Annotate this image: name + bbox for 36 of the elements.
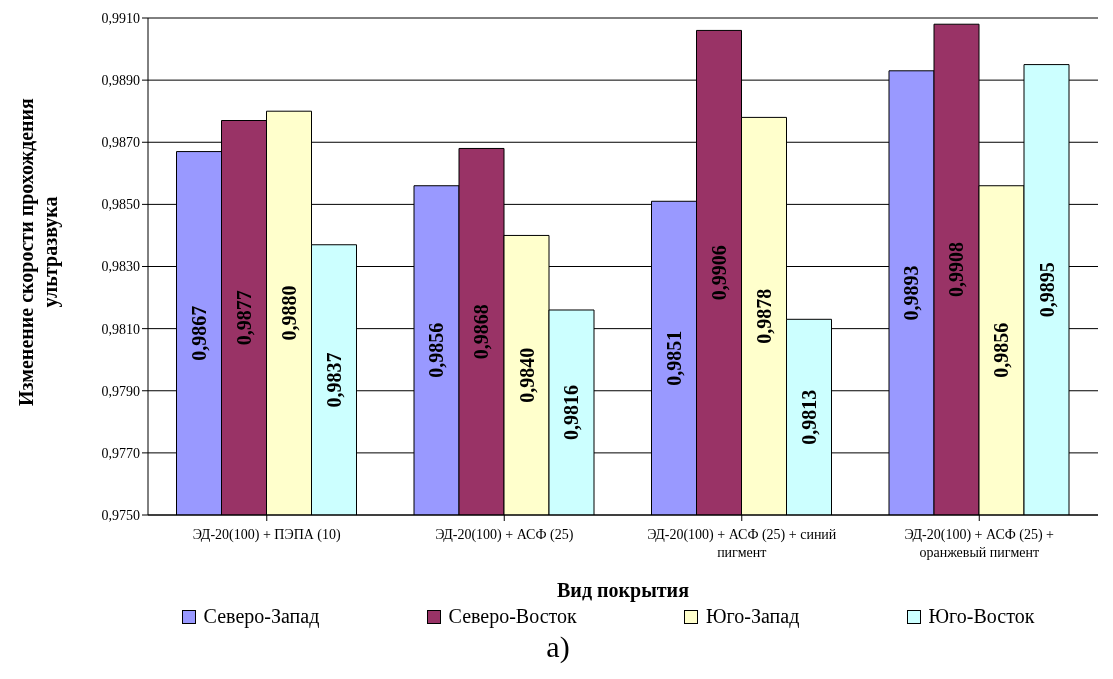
legend-label: Юго-Восток: [927, 605, 1035, 628]
data-label: 0,9878: [753, 288, 775, 344]
data-label: 0,9840: [515, 347, 538, 403]
data-label: 0,9816: [560, 384, 583, 440]
y-tick-label: 0,9830: [101, 259, 140, 275]
data-label: 0,9906: [708, 245, 730, 301]
y-tick-label: 0,9870: [101, 135, 140, 151]
y-tick-label: 0,9790: [101, 383, 140, 399]
data-label: 0,9868: [470, 304, 493, 360]
x-tick-label: ЭД-20(100) + ПЭПА (10): [192, 527, 342, 543]
data-label: 0,9837: [323, 352, 345, 408]
legend-label: Северо-Восток: [447, 605, 577, 628]
y-tick-label: 0,9810: [101, 321, 140, 337]
data-label: 0,9908: [945, 242, 968, 298]
y-tick-label: 0,9770: [101, 445, 140, 461]
legend-label: Юго-Запад: [705, 605, 800, 628]
x-axis-title: Вид покрытия: [557, 579, 690, 602]
y-axis-title: Изменение скорости прохождения ультразвука: [14, 97, 62, 408]
data-label: 0,9880: [278, 285, 300, 341]
data-label: 0,9893: [900, 265, 923, 321]
data-label: 0,9856: [425, 322, 448, 378]
y-tick-label: 0,9750: [101, 507, 140, 523]
legend-label: Северо-Запад: [202, 605, 320, 628]
x-tick-label: ЭД-20(100) + АСФ (25) + синий пигмент: [647, 527, 837, 560]
text: а): [545, 630, 571, 664]
data-label: 0,9813: [798, 389, 820, 445]
data-label: 0,9851: [663, 330, 685, 386]
x-tick-label: ЭД-20(100) + АСФ (25) + оранжевый пигмент: [904, 527, 1055, 560]
x-tick-label: ЭД-20(100) + АСФ (25): [435, 527, 574, 543]
data-label: 0,9877: [233, 290, 255, 346]
data-label: 0,9867: [188, 305, 210, 361]
data-label: 0,9895: [1035, 262, 1058, 318]
data-label: 0,9856: [990, 322, 1013, 378]
y-tick-label: 0,9850: [101, 197, 140, 213]
y-tick-label: 0,9890: [101, 73, 140, 89]
y-tick-label: 0,9910: [101, 10, 140, 26]
